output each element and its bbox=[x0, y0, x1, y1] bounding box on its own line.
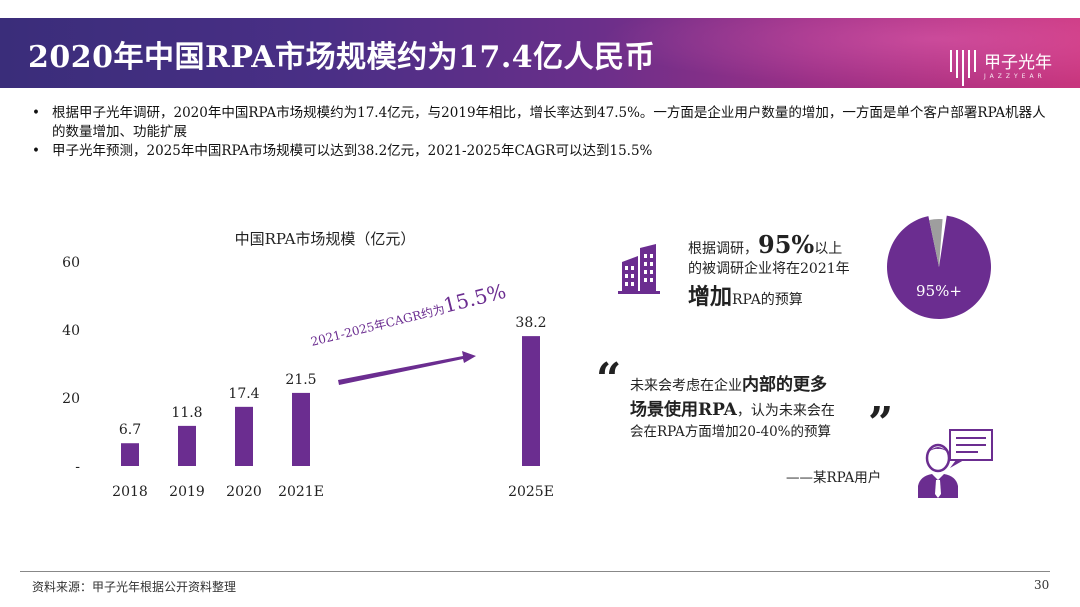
pie-slice-rest bbox=[929, 219, 943, 267]
logo-text: 甲子光年 bbox=[984, 53, 1052, 73]
y-tick-label: 20 bbox=[62, 391, 80, 407]
bar-chart: - 20 40 60 6.7 2018 11.8 2019 17.4 2020 21.5 2021E 3… bbox=[62, 255, 554, 500]
bar-value-label: 11.8 bbox=[171, 405, 202, 421]
bar-value-label: 6.7 bbox=[119, 422, 141, 438]
page-number: 30 bbox=[1034, 578, 1050, 592]
bullet-item-2: 甲子光年预测，2025年中国RPA市场规模可以达到38.2亿元，2021-202… bbox=[30, 142, 1050, 161]
source-note: 资料来源：甲子光年根据公开资料整理 bbox=[32, 580, 237, 594]
quote-line-2: 场景使用RPA，认为未来会在 bbox=[630, 395, 870, 420]
header-glow bbox=[600, 18, 1080, 88]
survey-line-2: 的被调研企业将在2021年 bbox=[688, 261, 850, 277]
cagr-annotation-prefix: 2021-2025年CAGR约为 bbox=[309, 301, 446, 349]
quote-attribution: ——某RPA用户 bbox=[786, 470, 882, 486]
x-tick-label: 2025E bbox=[508, 484, 554, 500]
survey-line-3-suffix: RPA的预算 bbox=[732, 292, 803, 308]
quote-line-2-emphasis: 场景使用RPA bbox=[630, 400, 737, 420]
page-title: 2020年中国RPA市场规模约为17.4亿人民币 bbox=[28, 40, 656, 75]
survey-increase: 增加 bbox=[688, 284, 733, 310]
quote-line-1: 未来会考虑在企业内部的更多 bbox=[630, 370, 870, 395]
bullet-item-1: 根据甲子光年调研，2020年中国RPA市场规模约为17.4亿元，与2019年相比… bbox=[30, 104, 1050, 142]
y-tick-label: 60 bbox=[62, 255, 80, 271]
quote-text: 未来会考虑在企业内部的更多 场景使用RPA，认为未来会在 会在RPA方面增加20… bbox=[630, 370, 870, 440]
survey-percent: 95% bbox=[758, 230, 815, 259]
footer-divider bbox=[20, 571, 1050, 572]
building-icon bbox=[618, 244, 660, 294]
survey-line-3: 增加RPA的预算 bbox=[688, 279, 878, 311]
bar-2020 bbox=[235, 406, 253, 466]
pie-chart: 95%+ bbox=[887, 215, 991, 319]
survey-line-1-suffix: 以上 bbox=[814, 241, 843, 257]
quote-open-mark: “ bbox=[596, 354, 622, 405]
quote-line-1-emphasis: 内部的更多 bbox=[742, 375, 827, 395]
bar-value-label: 17.4 bbox=[228, 386, 259, 402]
bullet-list: 根据甲子光年调研，2020年中国RPA市场规模约为17.4亿元，与2019年相比… bbox=[30, 104, 1050, 161]
chart-title: 中国RPA市场规模（亿元） bbox=[234, 230, 416, 248]
bar-2018 bbox=[121, 443, 139, 466]
person-speaking-icon bbox=[918, 429, 993, 498]
logo-subtext: JAZZYEAR bbox=[984, 73, 1046, 80]
x-tick-label: 2020 bbox=[226, 484, 262, 500]
survey-line-1: 根据调研，95%以上 bbox=[688, 230, 878, 259]
bar-2019 bbox=[178, 425, 196, 466]
y-tick-label: - bbox=[75, 459, 80, 475]
cagr-annotation-value: 15.5% bbox=[441, 279, 508, 318]
x-tick-label: 2021E bbox=[278, 484, 324, 500]
x-tick-label: 2019 bbox=[169, 484, 205, 500]
pie-label: 95%+ bbox=[916, 282, 962, 300]
quote-line-3: 会在RPA方面增加20-40%的预算 bbox=[630, 424, 832, 440]
bar-2021E bbox=[292, 392, 310, 466]
bar-2025E bbox=[522, 336, 540, 466]
quote-line-2-suffix: ，认为未来会在 bbox=[736, 403, 835, 419]
cagr-annotation: 2021-2025年CAGR约为15.5% bbox=[307, 279, 508, 351]
logo-mark-icon bbox=[950, 50, 976, 86]
quote-close-mark: ” bbox=[868, 398, 894, 449]
bar-value-label: 38.2 bbox=[515, 315, 546, 331]
survey-line-1-prefix: 根据调研， bbox=[688, 241, 758, 257]
header-banner: 2020年中国RPA市场规模约为17.4亿人民币 甲子光年 JAZZYEAR bbox=[0, 18, 1080, 88]
cagr-arrow bbox=[338, 351, 476, 385]
pie-slice-main bbox=[887, 215, 991, 319]
y-tick-label: 40 bbox=[62, 323, 80, 339]
quote-line-1-prefix: 未来会考虑在企业 bbox=[630, 378, 742, 394]
bar-value-label: 21.5 bbox=[285, 372, 316, 388]
x-tick-label: 2018 bbox=[112, 484, 148, 500]
survey-text: 根据调研，95%以上 的被调研企业将在2021年 增加RPA的预算 bbox=[688, 230, 878, 311]
